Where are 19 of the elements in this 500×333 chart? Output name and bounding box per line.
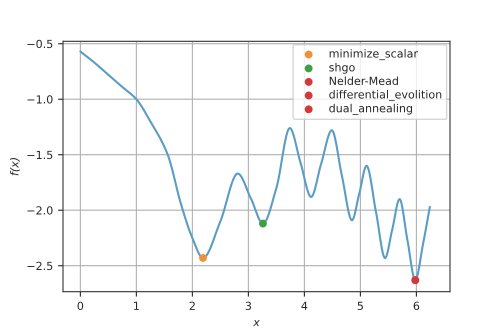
x-tick-label: 6 (414, 302, 420, 310)
y-tick-label: −0.5 (27, 40, 52, 48)
legend-label: differential_evolition (329, 90, 442, 102)
x-tick-label: 4 (301, 302, 308, 310)
x-tick-label: 0 (78, 302, 84, 310)
y-tick-label: −2.5 (27, 262, 52, 270)
x-tick-label: 5 (358, 302, 363, 310)
legend-label: Nelder-Mead (330, 76, 398, 86)
x-axis-title: x (252, 320, 260, 326)
legend-label: dual_annealing (329, 104, 412, 115)
legend-label: shgo (329, 62, 355, 74)
x-tick-label: 3 (246, 302, 252, 310)
y-tick-label: −2.0 (27, 206, 53, 215)
y-tick-label: −1.0 (27, 95, 53, 104)
legend-label: minimize_scalar (330, 49, 418, 60)
x-tick-label: 1 (134, 302, 139, 310)
y-axis-title: f(x) (10, 158, 20, 176)
x-tick-label: 2 (190, 302, 195, 310)
y-tick-label: −1.5 (27, 150, 52, 160)
